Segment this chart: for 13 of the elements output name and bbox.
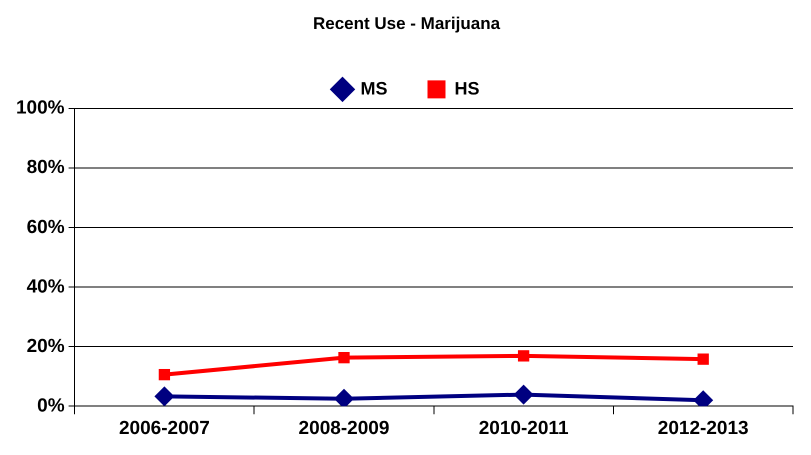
x-tick-label: 2006-2007 xyxy=(118,418,210,439)
y-tick-label: 0% xyxy=(37,395,65,416)
legend-label: HS xyxy=(454,78,480,98)
y-tick-label: 20% xyxy=(26,336,65,357)
y-tick-label: 80% xyxy=(26,157,65,178)
y-tick-label: 40% xyxy=(26,276,65,298)
x-tick-label: 2010-2011 xyxy=(478,418,569,439)
x-tick-label: 2012-2013 xyxy=(658,418,749,439)
y-tick-label: 60% xyxy=(26,216,65,238)
x-tick-label: 2008-2009 xyxy=(298,418,390,439)
chart-title: Recent Use - Marijuana xyxy=(312,14,501,33)
legend-label: MS xyxy=(360,78,388,98)
y-tick-label: 100% xyxy=(16,98,65,119)
